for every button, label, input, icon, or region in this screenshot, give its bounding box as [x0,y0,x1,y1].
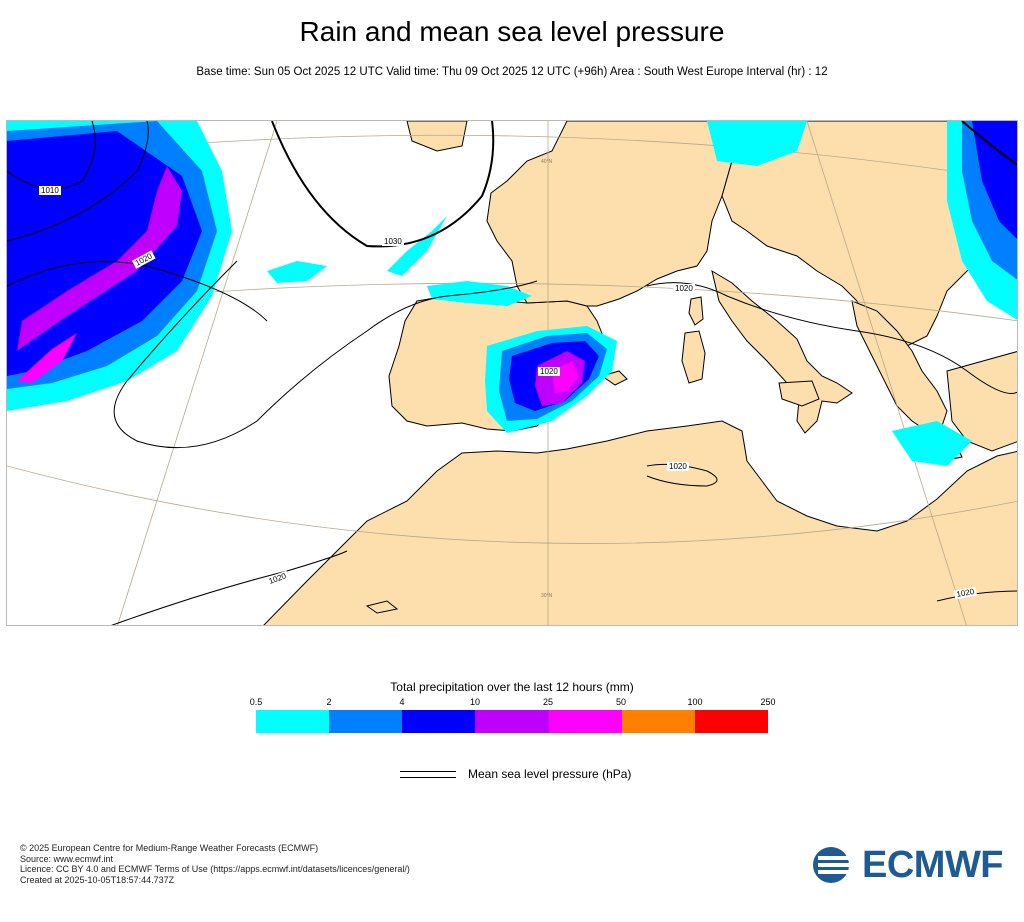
grid-label: 40°N [541,159,553,165]
isobar-label: 1030 [384,237,402,246]
legend-swatch [256,710,330,733]
isobar-label: 1020 [669,462,687,471]
precip-atlantic-magenta [17,333,77,383]
legend-swatch [475,710,549,733]
precip-legend-title: Total precipitation over the last 12 hou… [390,680,634,694]
page-title: Rain and mean sea level pressure [299,16,725,47]
legend-tick: 250 [760,697,776,707]
precip-aegean-cyan [892,421,972,466]
isobar-label: 1020 [540,367,558,376]
precip-colorbar [256,710,768,733]
precip-atlantic-purple [17,166,182,351]
land-sardinia [681,330,706,384]
isobar-1030 [271,121,495,248]
land-france [486,121,733,307]
ecmwf-logo-icon [813,847,858,883]
grid-label: 30°N [541,593,553,599]
legend-tick: 2 [326,697,332,707]
footer-created: Created at 2025-10-05T18:57:44.737Z [20,874,175,885]
precip-north-cyan [707,121,807,166]
footer-credits: © 2025 European Centre for Medium-Range … [20,843,410,885]
legend-swatch [329,710,403,733]
isobar-1010-b [7,121,149,242]
legend-swatch [694,710,768,733]
isobar-1020-c [646,282,1017,394]
land-north-africa [263,420,1017,625]
legend-tick: 100 [687,697,703,707]
land-uk-tip [406,121,468,152]
mslp-legend-label: Mean sea level pressure (hPa) [468,767,632,781]
land-sicily [778,380,820,407]
ecmwf-logo-text: ECMWF [862,844,1004,886]
precip-bay-cyan [387,216,447,276]
legend-tick: 10 [469,697,480,707]
legend-tick: 50 [615,697,626,707]
mslp-legend: Mean sea level pressure (hPa) [400,767,660,784]
mslp-line-sample [400,771,456,772]
legend-swatch [548,710,622,733]
ecmwf-logo[interactable]: ECMWF [812,844,1008,886]
footer-source: Source: www.ecmwf.int [20,853,114,864]
mslp-line-sample [400,777,456,778]
legend-swatch [621,710,695,733]
weather-map[interactable]: 1010 1030 1020 1020 1020 1020 1020 1020 … [6,120,1018,626]
isobar-label: 1020 [268,571,288,586]
precip-france-cyan [427,281,532,306]
isobar-layer [7,121,1017,625]
footer-licence: Licence: CC BY 4.0 and ECMWF Terms of Us… [20,864,410,874]
land-canaries [365,600,399,614]
land-turkey [946,351,1017,452]
land-layer [263,121,1017,625]
isobar-label: 1010 [41,186,59,195]
isobar-label: 1020 [956,587,976,599]
land-corsica [688,296,704,326]
isobar-1010-a [7,121,96,190]
footer-copyright: © 2025 European Centre for Medium-Range … [20,843,319,853]
isobar-label: 1020 [675,284,693,293]
map-canvas: 1010 1030 1020 1020 1020 1020 1020 1020 … [7,121,1017,625]
isobar-low-east [961,121,1017,166]
legend-tick: 25 [542,697,553,707]
precip-east-dblue [972,121,1017,239]
isobar-1020-a [7,261,268,322]
page-subtitle: Base time: Sun 05 Oct 2025 12 UTC Valid … [196,66,828,78]
legend-tick: 0.5 [249,697,263,707]
legend-swatch [402,710,476,733]
legend-tick: 4 [399,697,405,707]
isobar-1020-e [111,550,348,625]
isobar-1020-f [936,590,1017,602]
isobar-1020-b [113,260,538,449]
precip-small-cyan [267,261,327,283]
